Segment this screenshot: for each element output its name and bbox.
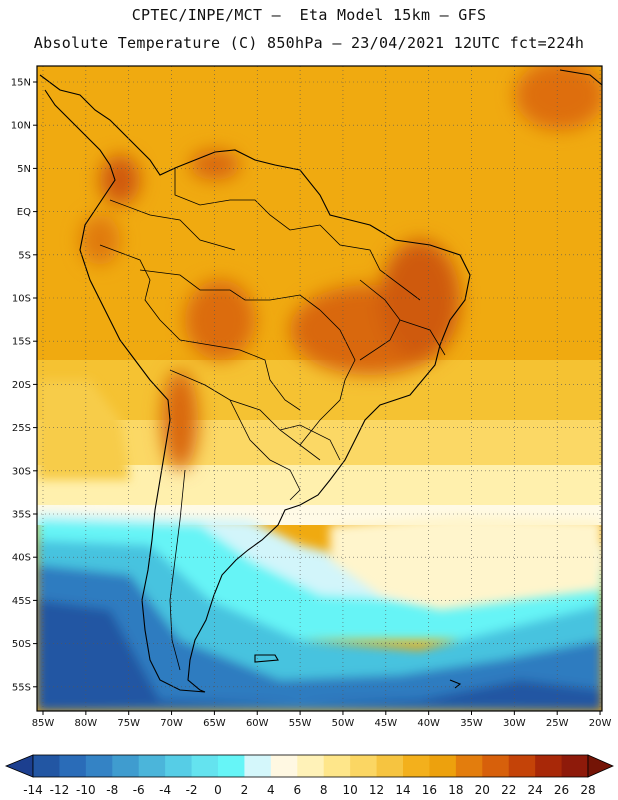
colorbar-label: 8 <box>320 783 328 797</box>
lon-label: 50W <box>332 718 355 729</box>
colorbar-arrow-high <box>587 754 614 778</box>
colorbar-label: 2 <box>241 783 249 797</box>
colorbar-label: 14 <box>395 783 410 797</box>
lon-label: 55W <box>289 718 312 729</box>
header-line-2: Absolute Temperature (C) 850hPa – 23/04/… <box>33 34 585 52</box>
colorbar-cell <box>482 755 510 777</box>
latitude-labels: 15N 10N 5N EQ 5S 10S 15S 20S 25S 30S 35S 40S 45S 50S 5… <box>11 78 37 693</box>
colorbar-label: -14 <box>23 783 43 797</box>
lat-label: 35S <box>12 510 31 521</box>
longitude-labels: 85W 80W 75W 70W 65W 60W 55W 50W 45W 40W 35W 30W 25W 2… <box>32 711 612 729</box>
lat-label: 10S <box>12 294 31 305</box>
coastlines <box>39 69 602 693</box>
lon-label: 20W <box>589 718 612 729</box>
colorbar-cell <box>403 755 430 777</box>
colorbar-label: -4 <box>159 783 171 797</box>
lon-label: 80W <box>75 718 98 729</box>
lon-label: 45W <box>374 718 397 729</box>
colorbar-label: -12 <box>50 783 70 797</box>
header-line-1: CPTEC/INPE/MCT – Eta Model 15km – GFS <box>131 6 487 24</box>
colorbar-label: -8 <box>106 783 118 797</box>
colorbar-cell <box>59 755 87 777</box>
colorbar-label: 28 <box>580 783 595 797</box>
colorbar-cell <box>561 755 589 777</box>
colorbar-arrow-low <box>4 754 34 778</box>
lat-label: 45S <box>12 596 31 607</box>
colorbar-cell <box>138 755 166 777</box>
map-frame <box>36 65 603 712</box>
colorbar-label: 6 <box>293 783 301 797</box>
colorbar-cell <box>297 755 325 777</box>
lat-label: 40S <box>12 553 31 564</box>
lat-label: 5N <box>17 164 31 175</box>
colorbar-label: 20 <box>475 783 490 797</box>
colorbar-cell <box>508 755 536 777</box>
lon-label: 60W <box>246 718 269 729</box>
colorbar-cell <box>350 755 378 777</box>
temperature-field <box>37 66 602 711</box>
colorbar-label: -6 <box>133 783 145 797</box>
colorbar-cell <box>270 755 298 777</box>
colorbar-cell <box>218 755 245 777</box>
colorbar-cell <box>85 755 113 777</box>
colorbar-label: 0 <box>214 783 222 797</box>
lon-label: 75W <box>117 718 140 729</box>
colorbar-cell <box>191 755 219 777</box>
colorbar-label: 4 <box>267 783 275 797</box>
colorbar-label: -2 <box>186 783 198 797</box>
lon-label: 85W <box>32 718 55 729</box>
colorbar-label: 12 <box>369 783 384 797</box>
lon-label: 30W <box>503 718 526 729</box>
colorbar-label: -10 <box>76 783 96 797</box>
lat-label: 50S <box>12 639 31 650</box>
colorbar-cell <box>112 755 140 777</box>
lat-label: 30S <box>12 466 31 477</box>
lat-label: 15S <box>12 337 31 348</box>
lat-label: 15N <box>11 78 31 89</box>
colorbar-cell <box>33 755 60 777</box>
lat-label: 10N <box>11 121 31 132</box>
lat-label: EQ <box>17 207 31 218</box>
colorbar-cell <box>376 755 404 777</box>
colorbar-cell <box>535 755 563 777</box>
lat-label: 20S <box>12 380 31 391</box>
country-borders <box>99 168 446 671</box>
colorbar-cell <box>323 755 351 777</box>
lat-label: 25S <box>12 423 31 434</box>
lon-label: 35W <box>460 718 483 729</box>
colorbar-label: 16 <box>422 783 437 797</box>
colorbar-cell <box>455 755 483 777</box>
colorbar-label: 18 <box>448 783 463 797</box>
lat-label: 55S <box>12 682 31 693</box>
lon-label: 40W <box>417 718 440 729</box>
colorbar-label: 22 <box>501 783 516 797</box>
colorbar-label: 24 <box>528 783 543 797</box>
colorbar-label: 26 <box>554 783 569 797</box>
colorbar-cell <box>429 755 457 777</box>
colorbar-cell <box>244 755 272 777</box>
lon-label: 70W <box>160 718 183 729</box>
lon-label: 65W <box>203 718 226 729</box>
colorbar-label: 10 <box>343 783 358 797</box>
lon-label: 25W <box>546 718 569 729</box>
colorbar-cell <box>165 755 193 777</box>
lat-label: 5S <box>18 250 31 261</box>
